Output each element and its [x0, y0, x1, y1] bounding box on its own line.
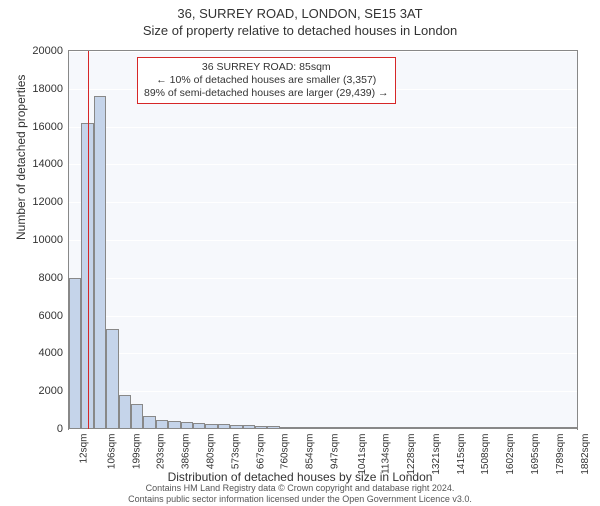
histogram-bar [428, 427, 440, 429]
xtick-label: 947sqm [329, 434, 340, 470]
ytick-label: 10000 [32, 234, 69, 246]
plot-area-wrap: 0200040006000800010000120001400016000180… [68, 50, 578, 430]
histogram-bar [69, 278, 81, 429]
histogram-bar [181, 422, 193, 429]
histogram-bar [453, 427, 465, 429]
ytick-label: 8000 [39, 272, 69, 284]
annotation-line2: ← 10% of detached houses are smaller (3,… [144, 74, 389, 87]
histogram-bar [527, 427, 539, 429]
histogram-bar [106, 329, 118, 429]
ytick-label: 2000 [39, 385, 69, 397]
histogram-bar [329, 427, 341, 429]
chart-title: 36, SURREY ROAD, LONDON, SE15 3AT [0, 6, 600, 21]
histogram-bar [255, 426, 267, 429]
marker-line [88, 51, 89, 429]
xtick-label: 1134sqm [381, 434, 392, 474]
gridline [69, 240, 577, 241]
annotation-line1: 36 SURREY ROAD: 85sqm [144, 61, 389, 74]
xtick-label: 1228sqm [406, 434, 417, 475]
histogram-bar [416, 427, 428, 429]
chart-container: 36, SURREY ROAD, LONDON, SE15 3AT Size o… [0, 6, 600, 506]
xtick-label: 760sqm [279, 434, 290, 470]
ytick-label: 6000 [39, 310, 69, 322]
gridline [69, 127, 577, 128]
chart-subtitle: Size of property relative to detached ho… [0, 23, 600, 38]
histogram-bar [503, 427, 515, 429]
histogram-bar [404, 427, 416, 429]
gridline [69, 391, 577, 392]
histogram-bar [552, 427, 564, 429]
gridline [69, 353, 577, 354]
histogram-bar [379, 427, 391, 429]
histogram-bar [478, 427, 490, 429]
histogram-bar [205, 424, 217, 429]
xtick-label: 573sqm [230, 434, 241, 470]
histogram-bar [441, 427, 453, 429]
footer-line2: Contains public sector information licen… [0, 494, 600, 504]
xtick-label: 1508sqm [480, 434, 491, 475]
xtick-label: 1789sqm [555, 434, 566, 475]
xtick-label: 1041sqm [357, 434, 368, 475]
xtick-label: 854sqm [304, 434, 315, 470]
histogram-bar [280, 427, 292, 429]
histogram-bar [94, 96, 106, 429]
xtick-label: 293sqm [156, 434, 167, 470]
gridline [69, 164, 577, 165]
histogram-bar [230, 425, 242, 429]
ytick-label: 12000 [32, 196, 69, 208]
xtick-label: 386sqm [180, 434, 191, 470]
xtick-label: 1695sqm [530, 434, 541, 475]
footer: Contains HM Land Registry data © Crown c… [0, 483, 600, 504]
gridline [69, 51, 577, 52]
xtick-label: 1882sqm [580, 434, 591, 475]
xtick-label: 667sqm [255, 434, 266, 470]
histogram-bar [490, 427, 502, 429]
xtick-label: 1321sqm [431, 434, 442, 475]
annotation-box: 36 SURREY ROAD: 85sqm← 10% of detached h… [137, 57, 396, 104]
gridline [69, 278, 577, 279]
histogram-bar [243, 425, 255, 429]
histogram-bar [143, 416, 155, 429]
histogram-bar [342, 427, 354, 429]
gridline [69, 429, 577, 430]
xtick-label: 12sqm [79, 434, 90, 464]
footer-line1: Contains HM Land Registry data © Crown c… [0, 483, 600, 493]
xtick-label: 199sqm [131, 434, 142, 470]
histogram-bar [366, 427, 378, 429]
ytick-label: 14000 [32, 158, 69, 170]
histogram-bar [391, 427, 403, 429]
histogram-bar [131, 404, 143, 429]
histogram-bar [168, 421, 180, 429]
histogram-bar [515, 427, 527, 429]
gridline [69, 202, 577, 203]
gridline [69, 316, 577, 317]
histogram-bar [218, 424, 230, 429]
histogram-bar [465, 427, 477, 429]
x-axis-label: Distribution of detached houses by size … [0, 470, 600, 484]
histogram-bar [354, 427, 366, 429]
annotation-line3: 89% of semi-detached houses are larger (… [144, 87, 389, 100]
ytick-label: 16000 [32, 121, 69, 133]
histogram-bar [317, 427, 329, 429]
ytick-label: 20000 [32, 45, 69, 57]
histogram-bar [565, 427, 577, 429]
histogram-bar [156, 420, 168, 429]
xtick-label: 480sqm [205, 434, 216, 470]
xtick-label: 1602sqm [505, 434, 516, 475]
ytick-label: 0 [57, 423, 69, 435]
histogram-bar [267, 426, 279, 429]
histogram-bar [305, 427, 317, 429]
histogram-bar [119, 395, 131, 429]
xtick-label: 1415sqm [456, 434, 467, 475]
histogram-bar [292, 427, 304, 429]
xtick-label: 106sqm [106, 434, 117, 470]
plot-area: 0200040006000800010000120001400016000180… [68, 50, 578, 430]
ytick-label: 4000 [39, 347, 69, 359]
y-axis-label: Number of detached properties [14, 75, 28, 240]
histogram-bar [540, 427, 552, 429]
histogram-bar [193, 423, 205, 429]
ytick-label: 18000 [32, 83, 69, 95]
